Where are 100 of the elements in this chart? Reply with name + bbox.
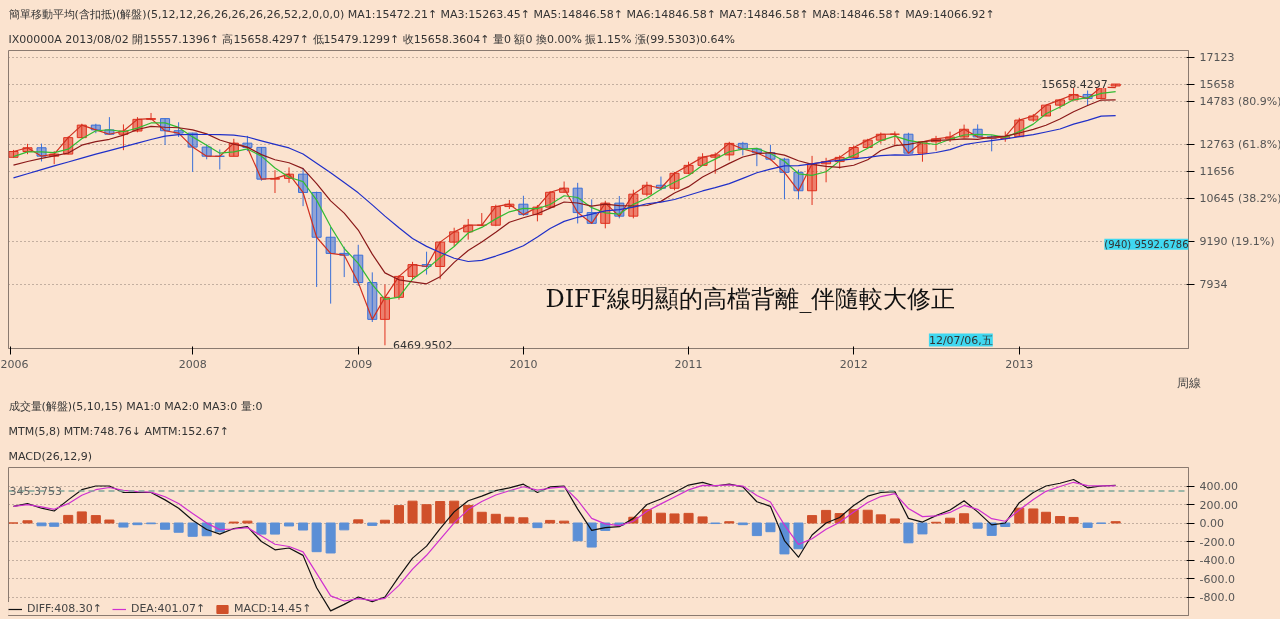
y-tick-label: 15658 [1199,77,1235,91]
x-tick-label: 2012 [839,357,868,371]
annotation: 15658.4297 [1041,78,1108,92]
bar [683,512,694,524]
bar [160,522,171,530]
bar [22,520,33,524]
annotation: DIFF線明顯的高檔背離_伴隨較大修正 [545,284,956,313]
bar [187,522,198,537]
bar [765,522,776,533]
y-tick-label: 14783 (80.9%) [1199,94,1280,108]
bar [669,513,680,524]
x-axis-title: 周線 [1176,375,1201,390]
x-tick-label: 2009 [344,357,373,371]
bar [1028,508,1039,524]
bar [476,511,487,524]
chart-subtitle: IX00000A 2013/08/02 開15557.1396↑ 高15658.4297↑ 低15479.1299↑ 收15658.3604↑ 量0 額0 換0.00% 振1.15% 漲(99.5303)0.64% [8,32,735,46]
bar [945,517,956,524]
y-tick-label: -400.0 [1199,554,1235,567]
bar [1040,511,1051,524]
candlestick [449,227,460,247]
bar [986,522,997,536]
bar [269,522,281,535]
bar [173,522,184,533]
x-tick-label: 2013 [1005,357,1034,371]
chart-subtitle: MTM(5,8) MTM:748.76↓ AMTM:152.67↑ [8,424,230,438]
ref-line-label: 345.3753 [9,485,62,499]
bar [1068,516,1079,524]
bar [393,505,404,524]
bar [572,522,583,542]
bar [697,516,708,524]
bar [586,522,597,548]
annotation: (940) 9592.6786 [1104,238,1189,250]
bar [875,514,886,524]
y-tick-label: 17123 [1199,51,1235,65]
bar [518,517,529,524]
bar [490,513,501,524]
annotation: 6469.9502 [392,339,453,353]
bar [90,515,101,524]
bar [284,522,295,527]
y-tick-label: 10645 (38.2%) [1199,191,1280,205]
y-tick-label: 12763 (61.8%) [1199,137,1280,151]
chart-title: 成交量(解盤)(5,10,15) MA1:0 MA2:0 MA3:0 量:0 [8,399,263,413]
bar [49,522,60,527]
bar [379,519,390,524]
bar [367,522,378,526]
bar [325,522,336,554]
bar [1054,516,1066,524]
bar [1014,507,1025,524]
candlestick [379,283,390,346]
bar [889,518,900,524]
bar [545,519,556,524]
bar [36,522,47,527]
y-tick-label: 0.00 [1199,517,1224,530]
bar [862,509,873,524]
bar [104,519,115,524]
y-tick-label: -600.0 [1199,572,1235,586]
candlestick [325,226,336,305]
bar [421,504,432,524]
bar [311,522,322,553]
bar [821,509,832,524]
bar [751,522,762,537]
legend-label: DIFF:408.30↑ [27,602,102,615]
chart-title: 簡單移動平均(含扣抵)(解盤)(5,12,12,26,26,26,26,26,52,2,0,0,0) MA1:15472.21↑ MA3:15263.45↑ MA5:14846.58↑ MA6:14846.58↑ MA7:14846.58↑ MA8:14846.58↑ MA9:14066.92↑ [8,7,995,21]
bar [435,501,446,524]
bar [903,522,914,544]
y-tick-label: 200.00 [1199,498,1238,512]
bar [76,511,87,524]
bar [641,509,652,524]
y-tick-label: 7934 [1199,278,1228,292]
x-tick-label: 2011 [674,357,703,371]
x-tick-label: 2008 [178,357,207,371]
annotation: 12/07/06,五 [928,333,993,347]
legend-label: MACD:14.45↑ [234,602,312,615]
bar [959,513,970,524]
bar [917,522,928,535]
bar [655,512,666,524]
bar [298,522,309,531]
bar [407,500,418,524]
y-tick-label: 11656 [1199,164,1235,178]
bar [353,519,364,524]
candlestick [1110,83,1121,88]
bar [256,522,267,535]
bar [793,522,804,550]
bar [504,516,515,524]
x-tick-label: 2006 [0,357,29,371]
bar [532,522,543,529]
bar [63,514,74,524]
legend-title: MACD(26,12,9) [8,449,93,463]
bar [339,522,350,531]
y-tick-label: -200.0 [1199,535,1235,549]
bar [118,522,129,528]
bar [1082,522,1093,528]
y-tick-label: 400.00 [1199,480,1238,493]
y-tick-label: 9190 (19.1%) [1199,235,1275,249]
legend-label: DEA:401.07↑ [130,602,206,615]
x-tick-label: 2010 [509,357,538,371]
candlestick [311,191,322,288]
bar [807,515,818,524]
bar [972,522,983,529]
y-tick-label: -800.0 [1199,591,1235,604]
